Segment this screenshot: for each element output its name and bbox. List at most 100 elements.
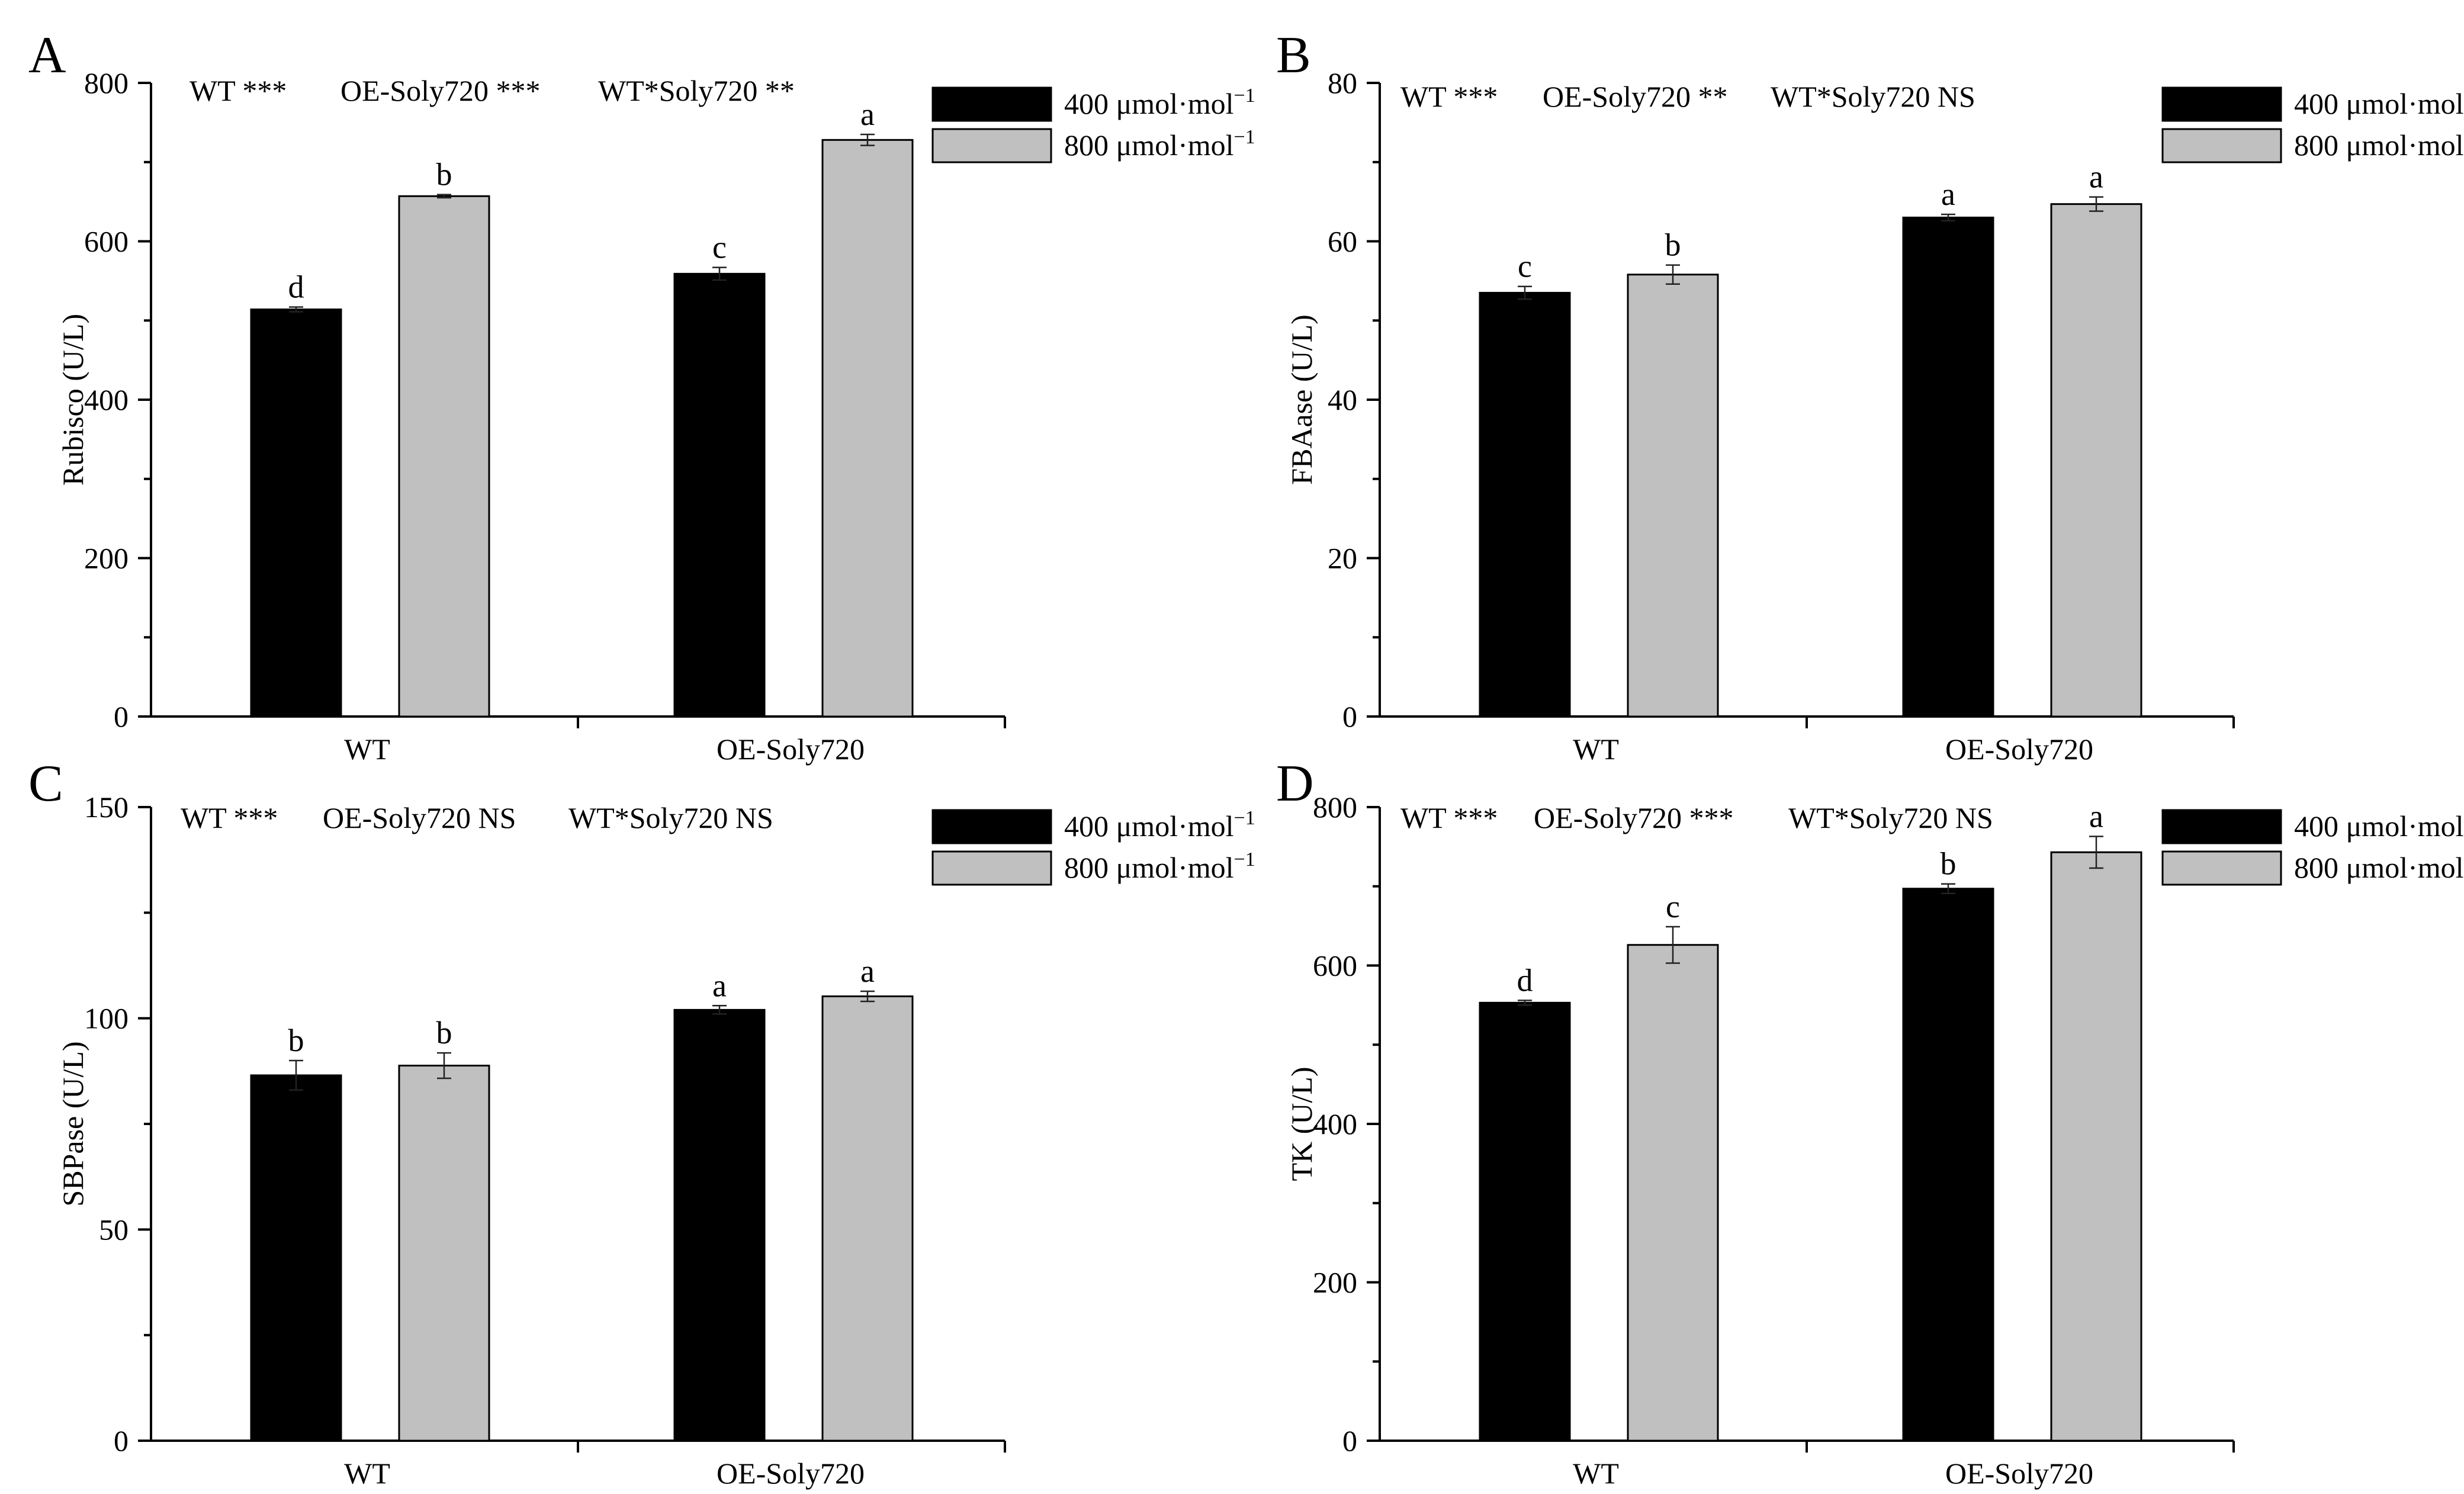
significance-letter: b [288,1023,304,1058]
x-tick-label: WT [1573,732,1619,766]
y-tick-label: 0 [114,700,128,733]
legend-label: 400 μmol·mol−1 [2294,807,2464,843]
y-tick-label: 40 [1328,383,1357,416]
significance-letter: d [1517,962,1533,998]
y-tick-label: 200 [1313,1266,1357,1299]
legend-label: 400 μmol·mol−1 [1064,85,1255,120]
bar [673,1008,766,1442]
significance-label: OE-Soly720 *** [340,74,541,107]
legend-label: 400 μmol·mol−1 [1064,807,1255,843]
legend-label-superscript: −1 [1234,126,1255,148]
significance-letter: b [436,157,452,192]
bar [2050,203,2142,718]
significance-letter: c [712,230,727,265]
y-tick-label: 0 [1342,700,1357,733]
legend-swatch [931,86,1052,122]
x-tick-label: WT [344,732,390,766]
y-tick-label: 800 [84,66,128,99]
y-tick-label: 0 [1342,1424,1357,1457]
bar [250,309,342,718]
panel-letter: B [1276,27,1311,84]
bar [250,1074,342,1442]
legend-label-text: 400 μmol·mol [2294,809,2464,843]
significance-label: WT*Soly720 NS [568,801,773,834]
significance-letter: a [712,968,727,1003]
bar [398,1065,490,1442]
chart-panel-d: D 0 200 400 600 800 TK (U/L) WT OE-Soly720 d c b a WT… [1276,755,2464,1490]
bar [1902,888,1994,1442]
significance-label: WT *** [1400,80,1498,113]
x-tick-label: OE-Soly720 [1945,1457,2093,1490]
x-tick-label: WT [1573,1457,1619,1490]
legend-swatch [2161,86,2282,122]
y-tick-label: 600 [1313,949,1357,982]
significance-letter: a [860,953,875,989]
legend-label-text: 800 μmol·mol [1064,851,1234,884]
legend-label: 800 μmol·mol−1 [2294,126,2464,162]
y-tick-label: 100 [84,1002,128,1035]
y-tick-label: 400 [84,383,128,416]
legend-label-text: 800 μmol·mol [2294,128,2464,162]
legend-label: 800 μmol·mol−1 [1064,849,1255,884]
y-axis-title: SBPase (U/L) [56,1041,89,1206]
bar [1479,1001,1571,1442]
panel-letter: D [1276,755,1314,812]
legend-label: 800 μmol·mol−1 [2294,849,2464,884]
significance-letter: c [1666,889,1680,924]
x-tick-label: WT [344,1457,390,1490]
legend-swatch [2161,850,2282,886]
significance-label: WT*Soly720 NS [1788,801,1993,834]
y-tick-label: 400 [1313,1107,1357,1140]
y-tick-label: 0 [114,1424,128,1457]
x-tick-label: OE-Soly720 [717,1457,865,1490]
chart-panel-b: B 0 20 40 60 80 FBAase (U/L) WT OE-Soly720 c b a a WT… [1276,27,2464,766]
significance-letter: b [1941,846,1957,882]
legend-label-text: 800 μmol·mol [2294,851,2464,884]
y-tick-label: 20 [1328,542,1357,575]
significance-label: OE-Soly720 NS [323,801,516,834]
significance-letter: a [2089,798,2103,834]
significance-letter: c [1518,249,1532,284]
bar [673,272,766,718]
legend-swatch [931,850,1052,886]
significance-label: WT *** [1400,801,1498,834]
bar [1627,944,1719,1442]
legend-label-text: 800 μmol·mol [1064,128,1234,162]
x-tick-label: OE-Soly720 [1945,732,2093,766]
y-tick-label: 80 [1328,66,1357,99]
bar [821,139,914,718]
significance-label: OE-Soly720 *** [1534,801,1734,834]
bar [398,195,490,718]
bar [1627,274,1719,718]
bar [821,995,914,1442]
significance-label: WT *** [189,74,287,107]
bar [1902,216,1994,718]
significance-letter: a [2089,159,2103,195]
legend-label-text: 400 μmol·mol [1064,809,1234,843]
significance-label: WT*Soly720 ** [598,74,795,107]
legend-label-text: 400 μmol·mol [2294,87,2464,120]
y-tick-label: 800 [1313,791,1357,824]
significance-label: OE-Soly720 ** [1543,80,1728,113]
significance-label: WT*Soly720 NS [1771,80,1975,113]
y-tick-label: 200 [84,542,128,575]
y-axis-title: FBAase (U/L) [1285,314,1318,484]
x-tick-label: OE-Soly720 [717,732,865,766]
y-axis-title: Rubisco (U/L) [56,314,89,486]
panel-letter: A [28,27,66,84]
legend-swatch [931,128,1052,163]
legend-swatch [2161,809,2282,844]
significance-letter: b [1665,227,1681,263]
legend-swatch [2161,128,2282,163]
y-tick-label: 600 [84,225,128,258]
y-axis-title: TK (U/L) [1285,1067,1318,1181]
bar [1479,291,1571,718]
legend-label-superscript: −1 [1234,807,1255,829]
significance-letter: a [1941,176,1955,212]
y-tick-label: 150 [84,791,128,824]
legend-swatch [931,809,1052,844]
legend-label-superscript: −1 [1234,85,1255,107]
bar [2050,851,2142,1442]
chart-panel-c: C 0 50 100 150 SBPase (U/L) WT OE-Soly720 b b a a WT… [28,755,1255,1490]
